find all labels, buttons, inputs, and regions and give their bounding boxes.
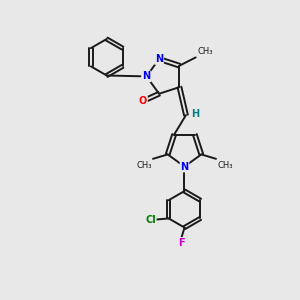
Text: N: N bbox=[155, 54, 163, 64]
Text: F: F bbox=[178, 238, 184, 248]
Text: O: O bbox=[139, 96, 147, 106]
Text: CH₃: CH₃ bbox=[136, 161, 152, 170]
Text: N: N bbox=[142, 71, 151, 81]
Text: Cl: Cl bbox=[145, 215, 156, 225]
Text: N: N bbox=[180, 162, 189, 172]
Text: H: H bbox=[191, 109, 199, 118]
Text: CH₃: CH₃ bbox=[218, 161, 233, 170]
Text: CH₃: CH₃ bbox=[197, 47, 213, 56]
